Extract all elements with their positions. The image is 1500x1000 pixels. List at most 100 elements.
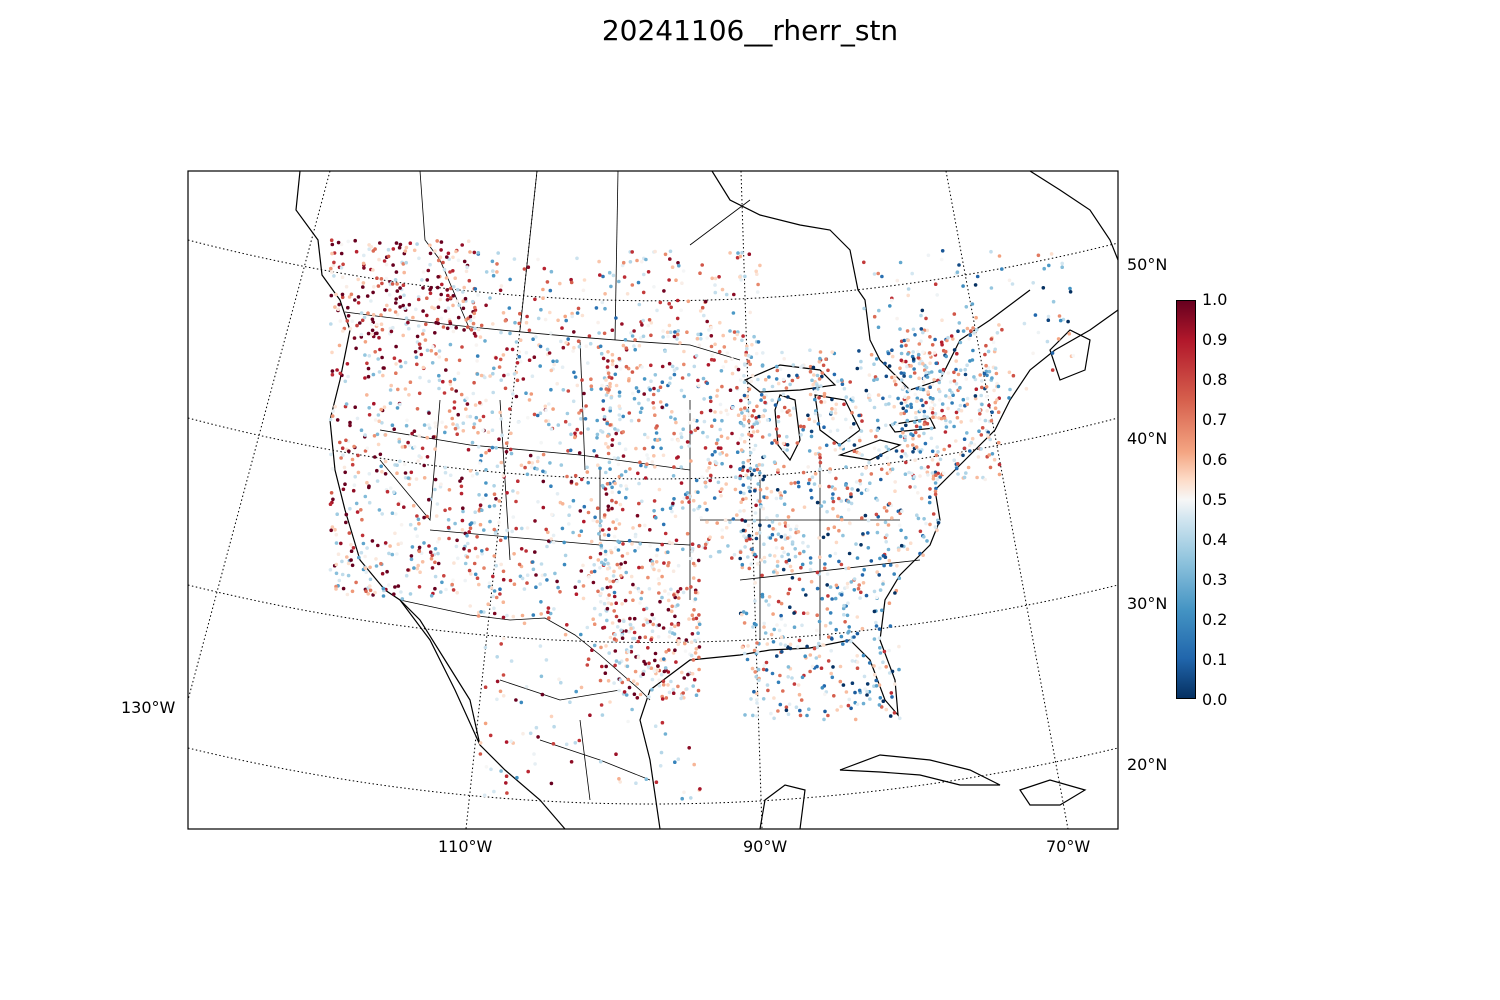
station-dot	[636, 639, 640, 644]
station-dot	[939, 376, 943, 381]
station-dot	[352, 444, 356, 449]
station-dot	[371, 290, 375, 295]
station-dot	[880, 274, 884, 279]
station-dot	[335, 512, 340, 516]
station-dot	[667, 635, 672, 639]
station-dot	[844, 690, 849, 694]
station-dot	[754, 416, 758, 420]
station-dot	[681, 691, 685, 695]
station-dot	[763, 377, 768, 382]
colorbar-tick-label: 0.5	[1202, 490, 1228, 509]
station-dot	[511, 489, 515, 493]
station-dot	[842, 386, 847, 391]
station-dot	[790, 540, 795, 544]
station-dot	[922, 466, 927, 471]
station-dot	[451, 578, 455, 582]
station-dot	[872, 405, 877, 410]
station-dot	[924, 521, 928, 526]
station-dot	[399, 364, 403, 369]
station-dot	[402, 270, 407, 275]
station-dot	[701, 430, 705, 435]
station-dot	[379, 277, 384, 281]
station-dot	[486, 602, 491, 606]
station-dot	[363, 554, 367, 559]
station-dot	[330, 270, 334, 274]
station-dot	[627, 629, 632, 634]
station-dot	[792, 625, 797, 629]
station-dot	[812, 373, 816, 377]
station-dot	[904, 409, 908, 413]
station-dot	[629, 574, 634, 579]
station-dot	[466, 239, 471, 243]
station-dot	[612, 637, 617, 641]
station-dot	[483, 721, 488, 726]
station-dot	[884, 509, 889, 513]
station-dot	[394, 362, 398, 366]
station-dot	[573, 431, 577, 436]
station-dot	[928, 487, 932, 491]
station-dot	[708, 395, 713, 400]
station-dot	[499, 284, 504, 288]
station-dot	[469, 572, 473, 576]
station-dot	[612, 590, 617, 595]
station-dot	[703, 546, 708, 550]
station-dot	[395, 471, 399, 476]
station-dot	[965, 326, 970, 331]
station-dot	[687, 617, 691, 621]
station-dot	[738, 490, 743, 495]
station-dot	[921, 362, 925, 366]
station-dot	[399, 541, 404, 545]
station-dot	[740, 433, 744, 437]
station-dot	[797, 577, 802, 582]
station-dot	[824, 443, 829, 448]
station-dot	[630, 283, 635, 287]
station-dot	[346, 314, 351, 318]
station-dot	[680, 796, 684, 801]
station-dot	[406, 476, 411, 480]
station-dot	[475, 359, 479, 363]
station-dot	[532, 752, 536, 756]
station-dot	[605, 566, 610, 571]
station-dot	[787, 408, 791, 413]
station-dot	[649, 363, 653, 368]
station-dot	[952, 348, 957, 352]
station-dot	[361, 261, 366, 266]
station-dot	[438, 255, 443, 259]
station-dot	[693, 651, 698, 655]
station-dot	[341, 329, 345, 333]
station-dot	[671, 687, 676, 692]
station-dot	[541, 287, 545, 292]
station-dot	[667, 648, 671, 652]
station-dot	[670, 265, 675, 270]
station-dot	[442, 574, 446, 578]
station-dot	[568, 448, 573, 453]
station-dot	[933, 411, 938, 416]
station-dot	[430, 361, 435, 365]
station-dot	[1007, 396, 1011, 400]
station-dot	[822, 391, 827, 396]
station-dot	[551, 540, 556, 545]
station-dot	[751, 713, 755, 718]
station-dot	[882, 505, 887, 510]
station-dot	[798, 713, 803, 718]
station-dot	[376, 284, 381, 288]
station-dot	[564, 742, 569, 747]
station-dot	[676, 757, 681, 761]
station-dot	[670, 541, 675, 546]
station-dot	[849, 492, 853, 496]
station-dot	[755, 562, 760, 566]
station-dot	[564, 318, 568, 323]
station-dot	[816, 641, 821, 646]
station-dot	[940, 408, 944, 413]
station-dot	[592, 449, 596, 453]
station-dot	[632, 630, 637, 635]
station-dot	[356, 470, 361, 475]
station-dot	[605, 606, 610, 611]
station-dot	[330, 369, 335, 373]
station-dot	[632, 329, 636, 333]
station-dot	[736, 251, 740, 255]
station-dot	[439, 482, 443, 487]
station-dot	[697, 613, 701, 617]
station-dot	[328, 568, 333, 572]
station-dot	[640, 565, 644, 570]
